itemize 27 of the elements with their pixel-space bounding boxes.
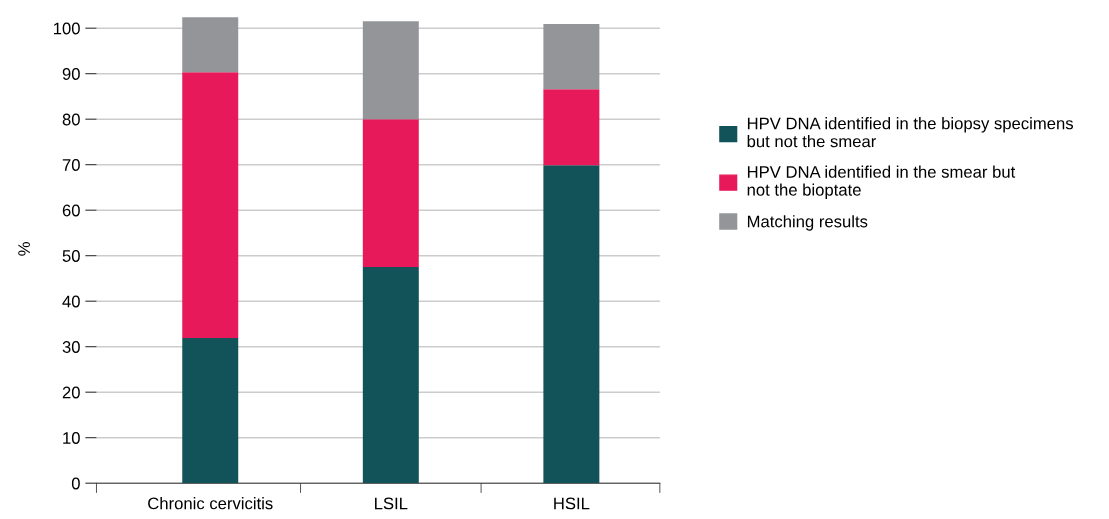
bar — [182, 338, 239, 484]
y-tick-label: 100 — [53, 22, 80, 35]
y-tick-label: 90 — [62, 68, 80, 80]
bar — [362, 119, 419, 268]
y-tick-label: 60 — [62, 204, 80, 217]
bar — [182, 72, 239, 339]
legend-label: HPV DNA identified in the biopsy specimens but not the smear — [747, 117, 1074, 148]
x-tick-label: LSIL — [375, 497, 408, 510]
y-tick-label: 0 — [71, 477, 80, 490]
bar — [362, 21, 419, 120]
x-tick-label: HSIL — [554, 497, 590, 510]
y-axis-title: % — [18, 242, 30, 256]
bar — [362, 267, 419, 484]
bar — [543, 165, 600, 484]
y-tick-label: 10 — [63, 432, 80, 444]
y-tick-label: 20 — [62, 386, 80, 399]
bar — [543, 89, 600, 166]
y-tick-label: 50 — [62, 250, 80, 262]
x-tick-label: Chronic cervicitis — [148, 497, 273, 510]
bar — [182, 17, 239, 73]
legend-label: Matching results — [747, 215, 868, 231]
y-tick-label: 70 — [62, 159, 80, 171]
y-tick-label: 30 — [62, 341, 80, 353]
y-tick-label: 40 — [62, 295, 80, 308]
legend-label: HPV DNA identified in the smear but not the bioptate — [747, 165, 1016, 200]
bar — [543, 24, 600, 90]
y-tick-label: 80 — [62, 113, 80, 126]
